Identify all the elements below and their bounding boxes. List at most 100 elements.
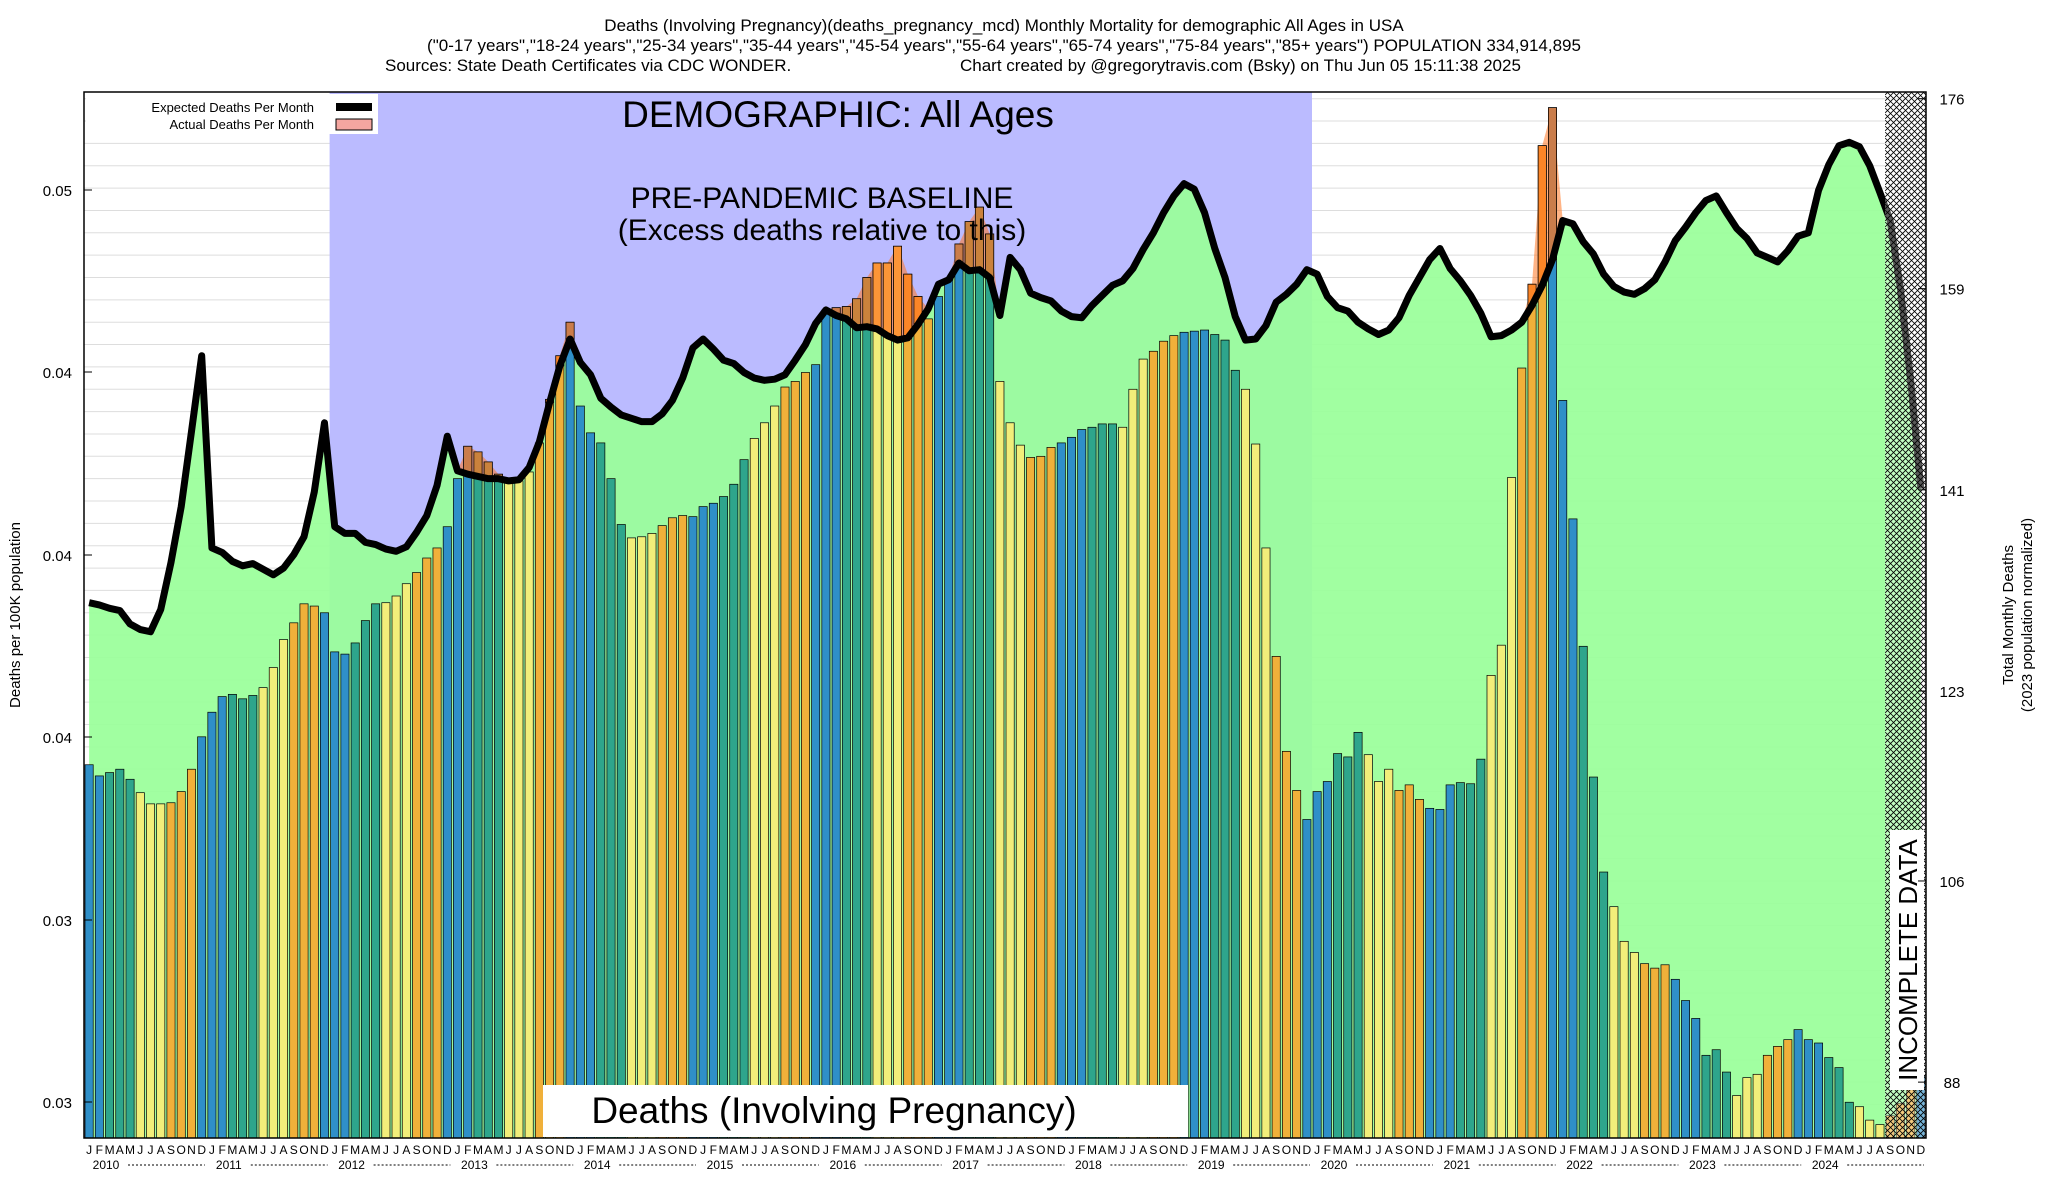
bar bbox=[934, 296, 943, 1139]
month-label: F bbox=[1815, 1143, 1822, 1157]
year-label: 2014 bbox=[584, 1158, 611, 1172]
month-label: M bbox=[1701, 1143, 1711, 1157]
month-label: F bbox=[464, 1143, 471, 1157]
hatch-line bbox=[1885, 677, 1926, 720]
hatch-line bbox=[1885, 623, 1926, 666]
month-label: N bbox=[678, 1143, 687, 1157]
hatch-line bbox=[1885, 407, 1926, 450]
month-label: M bbox=[862, 1143, 872, 1157]
month-label: D bbox=[1425, 1143, 1434, 1157]
bar bbox=[1803, 1039, 1813, 1139]
bar bbox=[964, 221, 974, 1139]
bar bbox=[146, 803, 155, 1139]
bar bbox=[627, 537, 636, 1139]
month-label: N bbox=[1661, 1143, 1670, 1157]
month-label: J bbox=[1744, 1143, 1750, 1157]
hatch-line bbox=[1916, 92, 1926, 102]
month-label: A bbox=[484, 1143, 492, 1157]
hatch-line bbox=[1885, 24, 1926, 65]
hatch-line bbox=[1885, 12, 1926, 53]
bar bbox=[1097, 423, 1107, 1139]
bar bbox=[1701, 1054, 1711, 1139]
hatch-line bbox=[1885, 30, 1926, 71]
month-label: F bbox=[1692, 1143, 1699, 1157]
month-label: J bbox=[1191, 1143, 1197, 1157]
hatch-line bbox=[1885, 719, 1926, 762]
hatch-line bbox=[1885, 551, 1926, 594]
bar bbox=[565, 321, 575, 1139]
bar bbox=[1527, 283, 1537, 1139]
bar bbox=[1415, 799, 1424, 1139]
incomplete-label: INCOMPLETE DATA bbox=[1893, 838, 1923, 1080]
bar bbox=[637, 536, 647, 1139]
bar bbox=[166, 802, 176, 1139]
hatch-line bbox=[1885, 593, 1926, 636]
month-label: A bbox=[1712, 1143, 1720, 1157]
month-label: M bbox=[105, 1143, 115, 1157]
bar bbox=[289, 622, 299, 1139]
month-label: D bbox=[934, 1143, 943, 1157]
hatch-line bbox=[1885, 92, 1889, 96]
hatch-line bbox=[1885, 239, 1926, 282]
left-axis: 0.03 0.03 0.04 0.04 0.04 0.05 bbox=[43, 183, 92, 1112]
month-label: J bbox=[1242, 1143, 1248, 1157]
hatch-line bbox=[1885, 269, 1926, 312]
month-label: O bbox=[1405, 1143, 1414, 1157]
hatch-line bbox=[1885, 143, 1926, 186]
bar bbox=[1773, 1046, 1783, 1139]
legend-actual-swatch bbox=[335, 118, 373, 131]
hatch-line bbox=[1885, 299, 1926, 342]
month-label: N bbox=[801, 1143, 810, 1157]
bar bbox=[1640, 963, 1650, 1139]
excess-bar-segment bbox=[893, 245, 902, 341]
bar bbox=[524, 471, 534, 1139]
month-label: A bbox=[1139, 1143, 1147, 1157]
hatch-line bbox=[1885, 251, 1926, 294]
bar bbox=[514, 480, 524, 1139]
left-tick-label: 0.04 bbox=[43, 548, 72, 565]
month-label: A bbox=[239, 1143, 247, 1157]
hatch-line bbox=[1885, 197, 1926, 240]
month-label: J bbox=[393, 1143, 399, 1157]
month-label: O bbox=[668, 1143, 677, 1157]
month-label: J bbox=[86, 1143, 92, 1157]
bar bbox=[1169, 335, 1179, 1139]
bar bbox=[1384, 768, 1394, 1139]
bar bbox=[780, 386, 790, 1139]
bar bbox=[1343, 756, 1353, 1139]
bar bbox=[432, 547, 442, 1139]
bar bbox=[1128, 388, 1138, 1139]
month-label: N bbox=[1415, 1143, 1424, 1157]
month-label: J bbox=[1130, 1143, 1136, 1157]
hatch-line bbox=[1885, 1188, 1926, 1200]
month-label: F bbox=[1446, 1143, 1453, 1157]
month-label: S bbox=[658, 1143, 666, 1157]
bar bbox=[105, 772, 115, 1139]
bar bbox=[1578, 645, 1588, 1139]
hatch-line bbox=[1885, 779, 1926, 822]
hatch-line bbox=[1885, 641, 1926, 684]
bar bbox=[882, 262, 892, 1139]
hatch-line bbox=[1885, 1085, 1926, 1128]
hatch-line bbox=[1885, 359, 1926, 402]
bar bbox=[749, 438, 759, 1139]
hatch-line bbox=[1885, 413, 1926, 456]
bar bbox=[412, 572, 422, 1139]
bar bbox=[1793, 1029, 1803, 1139]
month-label: S bbox=[1272, 1143, 1280, 1157]
bar bbox=[1722, 1071, 1731, 1139]
month-label: J bbox=[260, 1143, 266, 1157]
plot-frame bbox=[83, 91, 1927, 1139]
bar bbox=[1476, 758, 1486, 1139]
bar bbox=[1711, 1049, 1721, 1139]
left-tick-label: 0.05 bbox=[43, 183, 72, 200]
right-tick-label: 159 bbox=[1939, 282, 1964, 299]
hatch-line bbox=[1885, 473, 1926, 516]
month-label: N bbox=[433, 1143, 442, 1157]
month-label: M bbox=[596, 1143, 606, 1157]
month-label: M bbox=[1844, 1143, 1854, 1157]
hatch-line bbox=[1885, 1158, 1926, 1199]
bar bbox=[1455, 782, 1465, 1139]
bar bbox=[616, 524, 626, 1139]
bar bbox=[1629, 952, 1639, 1139]
